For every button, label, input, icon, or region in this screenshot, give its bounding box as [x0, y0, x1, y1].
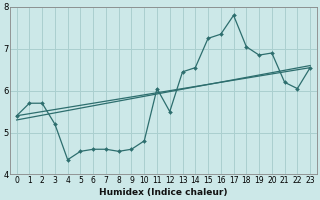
X-axis label: Humidex (Indice chaleur): Humidex (Indice chaleur) [99, 188, 228, 197]
